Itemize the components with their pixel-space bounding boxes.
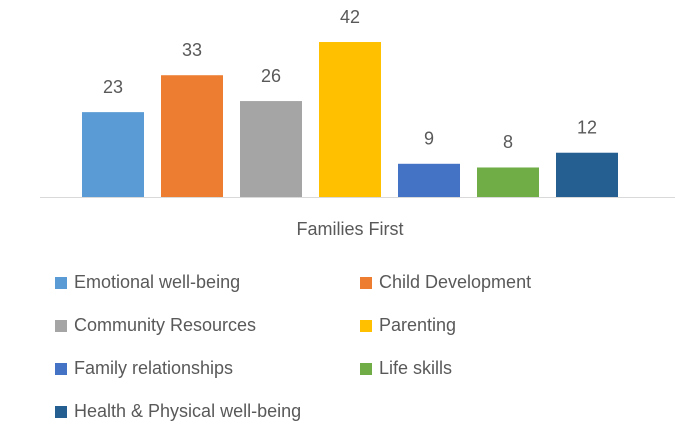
legend-label: Child Development bbox=[379, 272, 531, 292]
data-label: 9 bbox=[424, 129, 434, 149]
data-label: 8 bbox=[503, 132, 513, 152]
data-label: 33 bbox=[182, 40, 202, 60]
legend-swatch bbox=[55, 320, 67, 332]
legend-label: Community Resources bbox=[74, 315, 256, 335]
legend-label: Emotional well-being bbox=[74, 272, 240, 292]
bar bbox=[556, 152, 618, 197]
legend-label: Health & Physical well-being bbox=[74, 401, 301, 421]
legend-label: Life skills bbox=[379, 358, 452, 378]
data-label: 23 bbox=[103, 77, 123, 97]
legend-label: Parenting bbox=[379, 315, 456, 335]
data-label: 12 bbox=[577, 117, 597, 137]
legend-swatch bbox=[360, 363, 372, 375]
bar bbox=[477, 167, 539, 197]
data-label: 42 bbox=[340, 7, 360, 27]
legend-label: Family relationships bbox=[74, 358, 233, 378]
bar bbox=[240, 101, 302, 197]
bar bbox=[319, 42, 381, 197]
legend-swatch bbox=[55, 277, 67, 289]
legend-swatch bbox=[360, 277, 372, 289]
legend-swatch bbox=[55, 363, 67, 375]
legend-swatch bbox=[55, 406, 67, 418]
bar bbox=[161, 75, 223, 197]
legend-swatch bbox=[360, 320, 372, 332]
category-label: Families First bbox=[297, 219, 404, 239]
bar bbox=[398, 163, 460, 197]
bar bbox=[82, 112, 144, 197]
data-label: 26 bbox=[261, 66, 281, 86]
